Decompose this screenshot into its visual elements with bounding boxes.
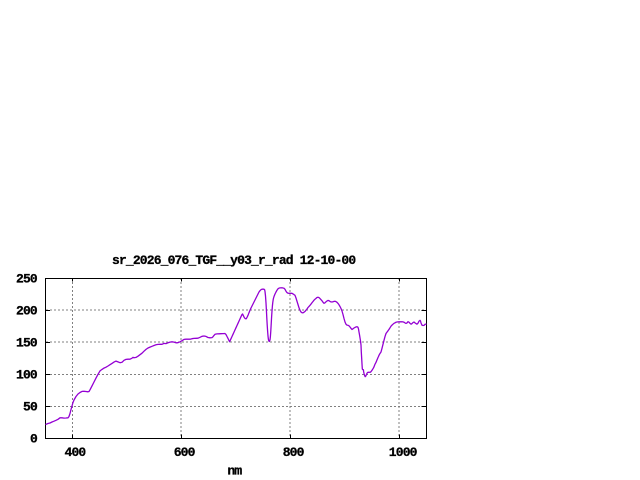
svg-text:250: 250 xyxy=(16,272,38,287)
svg-text:150: 150 xyxy=(16,336,38,351)
svg-text:sr_2026_076_TGF__y03_r_rad 12-: sr_2026_076_TGF__y03_r_rad 12-10-00 xyxy=(112,253,356,268)
svg-text:1000: 1000 xyxy=(389,445,418,460)
svg-text:0: 0 xyxy=(30,432,38,447)
svg-text:400: 400 xyxy=(65,445,87,460)
svg-text:800: 800 xyxy=(283,445,305,460)
svg-text:100: 100 xyxy=(16,368,38,383)
svg-text:nm: nm xyxy=(227,464,242,479)
svg-text:600: 600 xyxy=(174,445,196,460)
svg-text:50: 50 xyxy=(23,400,38,415)
svg-text:200: 200 xyxy=(16,304,38,319)
